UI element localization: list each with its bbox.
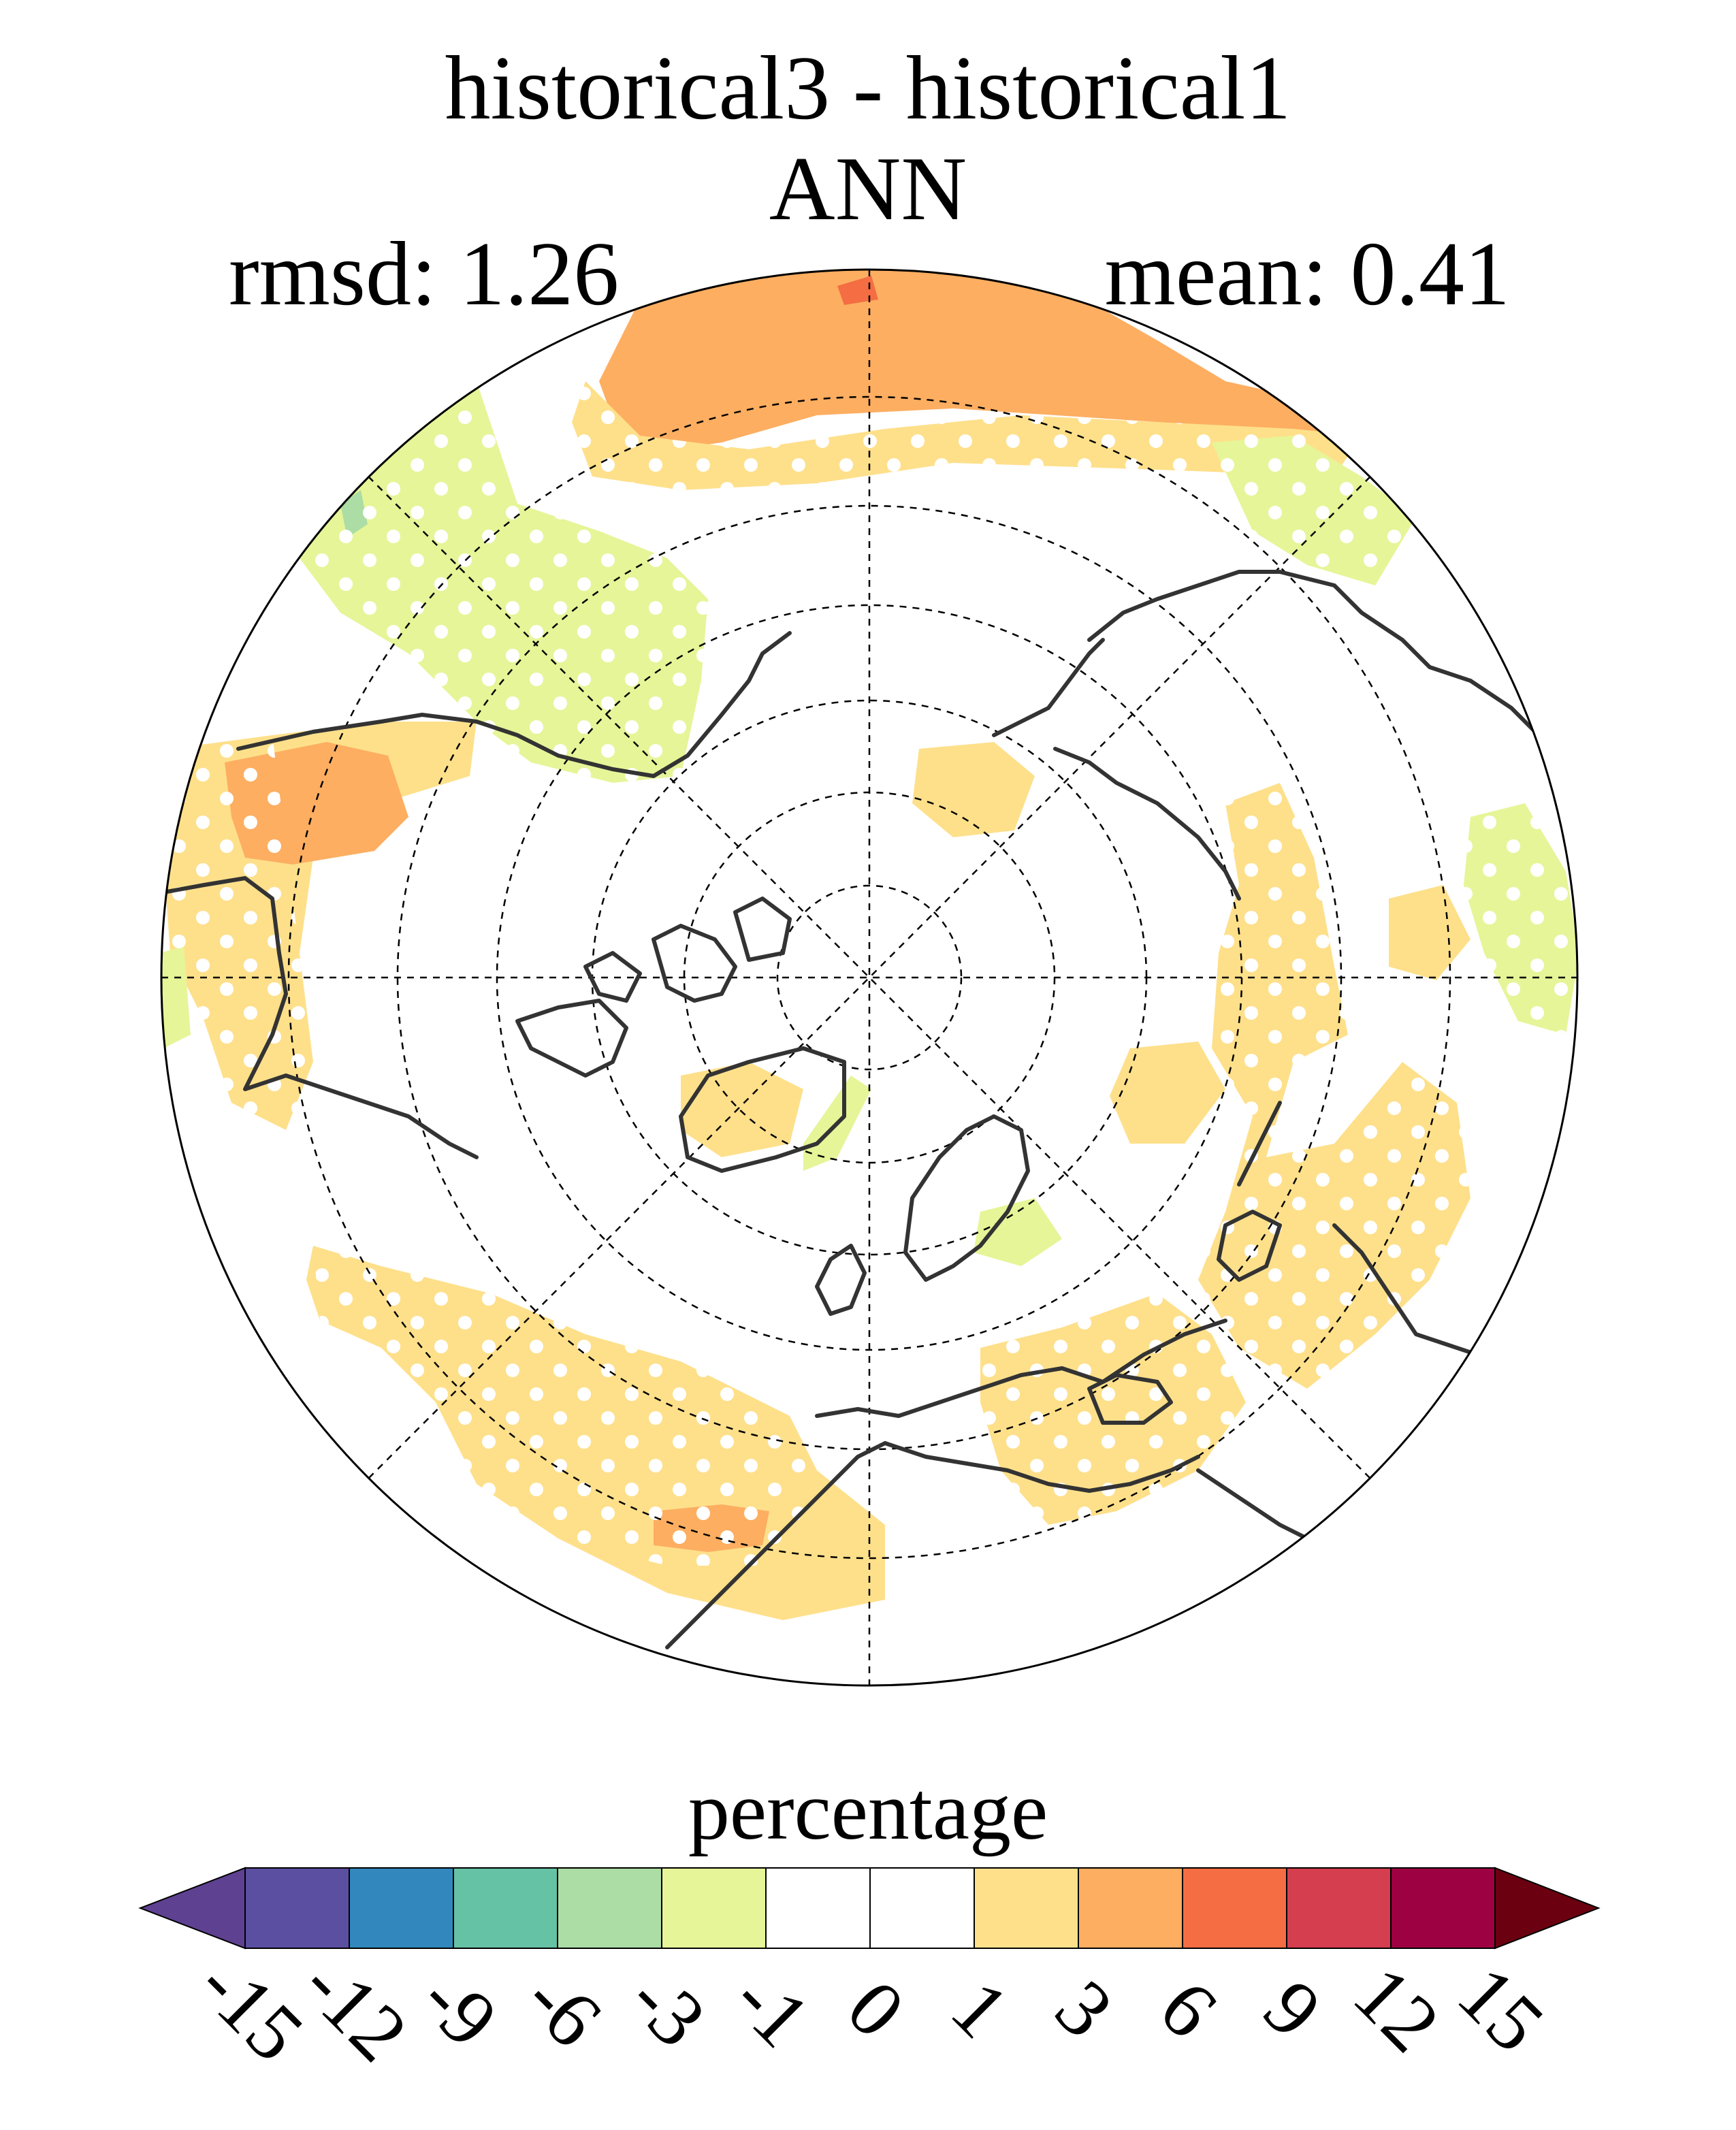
- anomaly-region-pacific-max: [837, 276, 878, 305]
- colorbar-tick-label: -3: [613, 1954, 723, 2064]
- colorbar-box: [869, 1867, 975, 1949]
- rmsd-stat: rmsd: 1.26: [229, 223, 620, 324]
- colorbar-tick-label: 1: [935, 1963, 1026, 2054]
- colorbar-tick-label: 6: [1143, 1963, 1234, 2054]
- latitude-circle: [287, 396, 1451, 1560]
- coastline-alaska: [992, 638, 1105, 737]
- coastline-hudson-bay: [515, 999, 628, 1078]
- anomaly-region-siberia: [1110, 1042, 1225, 1144]
- polar-map: [160, 268, 1579, 1687]
- coastline-mediterranean: [883, 1441, 1200, 1493]
- colorbar-tick-label: 9: [1247, 1963, 1338, 2054]
- colorbar-box: [557, 1867, 662, 1949]
- colorbar-box: [765, 1867, 871, 1949]
- colorbar-tick-label: 3: [1039, 1963, 1130, 2054]
- anomaly-region-alaska: [912, 742, 1035, 837]
- colorbar-tick-label: 15: [1441, 1949, 1561, 2069]
- colorbar-tick-label: -12: [286, 1939, 425, 2078]
- coastline-africa: [665, 1441, 887, 1649]
- colorbar-box: [453, 1867, 558, 1949]
- colorbar-box: [1078, 1867, 1183, 1949]
- coastline-europe: [815, 1319, 1227, 1418]
- colorbar-extend-low: [138, 1867, 246, 1950]
- colorbar-box: [349, 1867, 454, 1949]
- colorbar-extend-high: [1494, 1867, 1601, 1950]
- latitude-circle: [776, 884, 963, 1071]
- coastline-north-america-north: [236, 631, 792, 778]
- coastline-greenland: [679, 1046, 846, 1173]
- anomaly-fields: [161, 270, 1577, 1685]
- colorbar-box: [1286, 1867, 1392, 1949]
- coastline-black-sea: [1087, 1373, 1173, 1425]
- anomaly-region-greenland: [681, 1062, 803, 1157]
- coastline-british-isles: [815, 1244, 867, 1316]
- colorbar-tick-label: 0: [831, 1963, 922, 2054]
- plot-subtitle: ANN: [769, 138, 967, 239]
- coastline-scandinavia: [903, 1114, 1030, 1282]
- colorbar-tick-label: -9: [404, 1954, 515, 2064]
- anomaly-region-north-pacific: [599, 270, 1348, 456]
- plot-title: historical3 - historical1: [445, 37, 1291, 138]
- coastline-japan: [1237, 1101, 1282, 1187]
- colorbar-tick-label: -1: [717, 1954, 827, 2064]
- coastline-west-america: [165, 876, 479, 1159]
- coastline-asia-north: [1053, 747, 1241, 901]
- colorbar-tick-label: 12: [1337, 1949, 1457, 2069]
- map-boundary: [160, 268, 1579, 1687]
- colorbar-box: [244, 1867, 350, 1949]
- anomaly-region-scandinavia: [974, 1198, 1062, 1266]
- colorbar-box: [661, 1867, 767, 1949]
- coastline-caspian: [1217, 1210, 1282, 1282]
- meridian: [368, 476, 1371, 1479]
- colorbar-box: [974, 1867, 1079, 1949]
- coastline-arctic-islands: [583, 897, 792, 1003]
- colorbar-boxes: [138, 1867, 1601, 1950]
- colorbar-tick-label: -6: [509, 1954, 619, 2064]
- coastline-east-siberia: [1087, 570, 1568, 778]
- colorbar-box: [1182, 1867, 1287, 1949]
- mean-stat: mean: 0.41: [1104, 223, 1510, 324]
- colorbar-label: percentage: [688, 1765, 1048, 1857]
- colorbar-box: [1390, 1867, 1496, 1949]
- meridian: [368, 476, 1371, 1479]
- significance-stippling: [163, 381, 1577, 1566]
